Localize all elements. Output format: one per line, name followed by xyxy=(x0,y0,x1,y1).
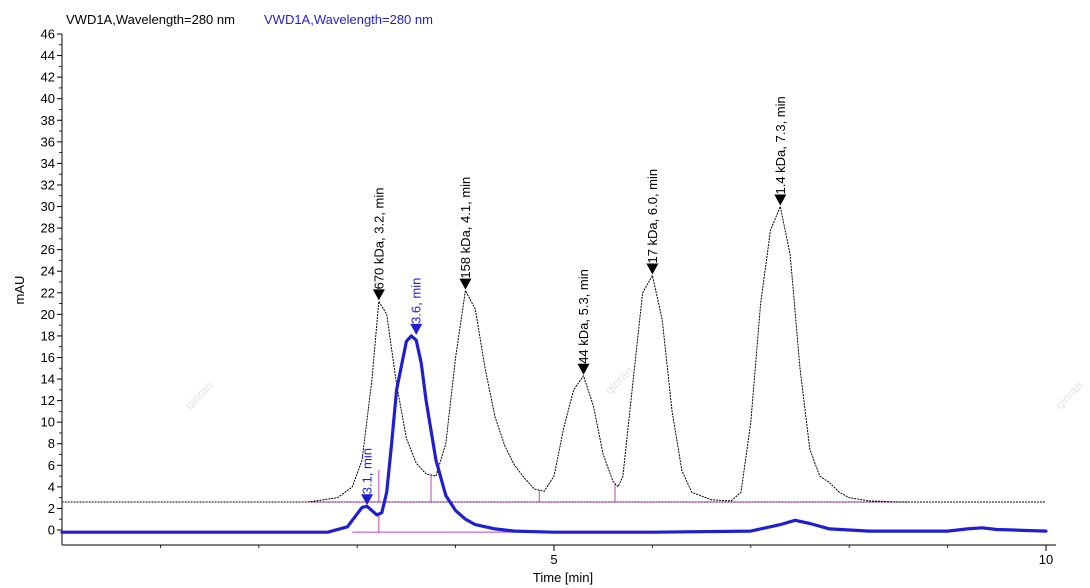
y-tick-label: 24 xyxy=(41,264,55,279)
x-axis-title: Time [min] xyxy=(533,570,593,585)
watermark-1: qinran xyxy=(182,379,215,412)
legend: VWD1A,Wavelength=280 nm VWD1A,Wavelength… xyxy=(66,12,433,27)
y-tick-label: 20 xyxy=(41,307,55,322)
y-tick-label: 12 xyxy=(41,393,55,408)
series-2-line xyxy=(60,334,1048,534)
y-tick-label: 10 xyxy=(41,415,55,430)
y-tick-label: 26 xyxy=(41,242,55,257)
x-tick-label: 5 xyxy=(550,552,557,567)
y-tick-label: 16 xyxy=(41,350,55,365)
series-1-line xyxy=(61,206,1047,503)
annotation-arrow xyxy=(410,323,423,335)
y-tick-label: 46 xyxy=(41,27,55,42)
annotation-label: 3.6, min xyxy=(409,278,424,324)
x-ticks: 5 10 xyxy=(159,545,1053,567)
legend-entry-blue: VWD1A,Wavelength=280 nm xyxy=(264,12,433,27)
y-tick-label: 14 xyxy=(41,372,55,387)
annotation-arrow xyxy=(459,278,472,290)
y-tick-label: 38 xyxy=(41,113,55,128)
watermark-2: qinran xyxy=(602,364,635,397)
annotation-label: 1.4 kDa, 7.3, min xyxy=(773,96,788,194)
y-tick-label: 28 xyxy=(41,221,55,236)
annotation-arrow xyxy=(372,289,385,301)
legend-entry-black: VWD1A,Wavelength=280 nm xyxy=(66,12,235,27)
watermarks: qinran qinran qinran xyxy=(182,364,1085,412)
y-tick-label: 32 xyxy=(41,177,55,192)
y-tick-label: 2 xyxy=(48,501,55,516)
annotation-label: 670 kDa, 3.2, min xyxy=(371,188,386,290)
y-tick-label: 8 xyxy=(48,436,55,451)
y-tick-label: 42 xyxy=(41,70,55,85)
annotation-arrow xyxy=(577,363,590,375)
y-axis-title: mAU xyxy=(12,276,27,305)
y-ticks: 0246810121416182022242628303234363840424… xyxy=(41,27,62,538)
y-tick-label: 44 xyxy=(41,48,55,63)
y-tick-label: 18 xyxy=(41,328,55,343)
y-tick-label: 36 xyxy=(41,134,55,149)
annotation-arrow xyxy=(774,194,787,206)
y-tick-label: 40 xyxy=(41,91,55,106)
peak-annotations: 670 kDa, 3.2, min 158 kDa, 4.1, min 44 kDa… xyxy=(360,96,788,506)
series-group xyxy=(60,206,1048,534)
watermark-3: qinran xyxy=(1052,379,1085,412)
y-tick-label: 6 xyxy=(48,458,55,473)
annotation-arrow xyxy=(361,494,374,506)
annotation-label: 3.1, min xyxy=(360,448,375,494)
y-tick-label: 34 xyxy=(41,156,55,171)
y-tick-label: 30 xyxy=(41,199,55,214)
x-tick-label: 10 xyxy=(1039,552,1053,567)
annotation-label: 158 kDa, 4.1, min xyxy=(458,177,473,279)
y-tick-label: 22 xyxy=(41,285,55,300)
annotation-label: 17 kDa, 6.0, min xyxy=(645,169,660,264)
y-tick-label: 0 xyxy=(48,523,55,538)
integration-markers xyxy=(308,469,909,533)
axes xyxy=(61,34,1056,546)
annotation-label: 44 kDa, 5.3, min xyxy=(576,269,591,364)
annotation-arrow xyxy=(646,263,659,275)
y-tick-label: 4 xyxy=(48,479,55,494)
